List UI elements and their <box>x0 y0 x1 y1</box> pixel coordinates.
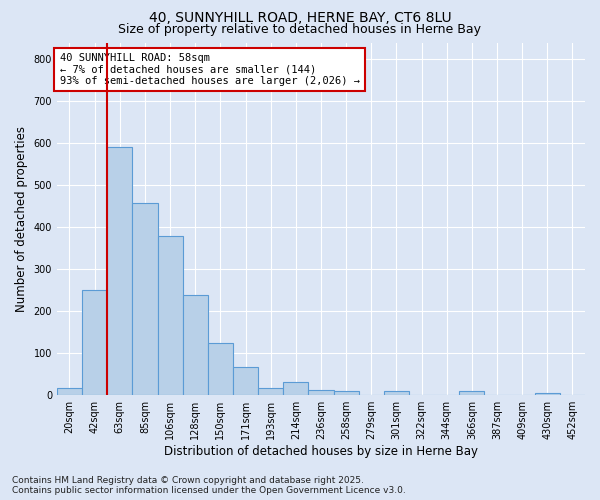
Bar <box>158 236 182 394</box>
Text: Contains HM Land Registry data © Crown copyright and database right 2025.
Contai: Contains HM Land Registry data © Crown c… <box>12 476 406 495</box>
Bar <box>233 366 258 394</box>
Bar <box>107 148 133 394</box>
Bar <box>133 202 158 394</box>
Bar <box>57 388 82 394</box>
Bar <box>258 388 283 394</box>
Text: Size of property relative to detached houses in Herne Bay: Size of property relative to detached ho… <box>119 22 482 36</box>
Bar <box>308 390 334 394</box>
Bar <box>384 390 409 394</box>
Y-axis label: Number of detached properties: Number of detached properties <box>15 126 28 312</box>
Bar <box>182 295 208 394</box>
Bar <box>459 392 484 394</box>
Bar <box>535 392 560 394</box>
Bar <box>82 290 107 395</box>
Bar <box>283 382 308 394</box>
Text: 40, SUNNYHILL ROAD, HERNE BAY, CT6 8LU: 40, SUNNYHILL ROAD, HERNE BAY, CT6 8LU <box>149 11 451 25</box>
Text: 40 SUNNYHILL ROAD: 58sqm
← 7% of detached houses are smaller (144)
93% of semi-d: 40 SUNNYHILL ROAD: 58sqm ← 7% of detache… <box>59 53 359 86</box>
Bar <box>334 390 359 394</box>
X-axis label: Distribution of detached houses by size in Herne Bay: Distribution of detached houses by size … <box>164 444 478 458</box>
Bar <box>208 343 233 394</box>
